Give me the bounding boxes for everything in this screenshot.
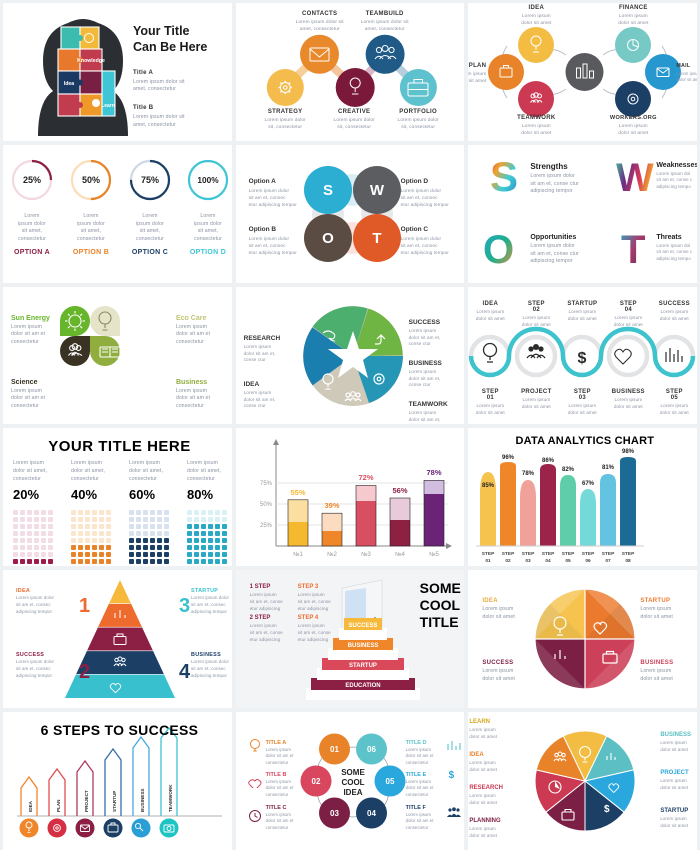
svg-text:96%: 96% bbox=[502, 455, 515, 461]
svg-text:25%: 25% bbox=[23, 175, 41, 185]
svg-text:02: 02 bbox=[506, 558, 512, 564]
svg-text:25%: 25% bbox=[260, 523, 273, 529]
svg-text:$: $ bbox=[578, 350, 587, 367]
svg-text:05: 05 bbox=[385, 777, 394, 786]
svg-text:50%: 50% bbox=[82, 175, 100, 185]
svg-text:08: 08 bbox=[626, 558, 632, 564]
svg-text:86%: 86% bbox=[542, 458, 555, 464]
svg-text:Knowledge: Knowledge bbox=[77, 58, 105, 64]
svg-text:STEP: STEP bbox=[502, 551, 515, 557]
svg-text:Learn: Learn bbox=[101, 103, 115, 109]
svg-text:STARTUP: STARTUP bbox=[349, 663, 377, 669]
svg-text:100%: 100% bbox=[197, 175, 219, 185]
svg-text:S: S bbox=[323, 182, 333, 199]
svg-text:03: 03 bbox=[526, 558, 532, 564]
svg-text:03: 03 bbox=[330, 809, 339, 818]
svg-text:75%: 75% bbox=[141, 175, 159, 185]
svg-text:STEP: STEP bbox=[482, 551, 495, 557]
svg-text:STEP: STEP bbox=[582, 551, 595, 557]
svg-text:STEP: STEP bbox=[602, 551, 615, 557]
svg-text:3: 3 bbox=[179, 595, 190, 617]
svg-text:SOME: SOME bbox=[341, 768, 365, 777]
svg-text:COOL: COOL bbox=[341, 778, 364, 787]
svg-text:55%: 55% bbox=[290, 488, 305, 497]
svg-text:72%: 72% bbox=[358, 473, 373, 482]
svg-text:PLAN: PLAN bbox=[56, 799, 61, 812]
svg-text:№1: №1 bbox=[293, 551, 303, 558]
svg-text:EDUCATION: EDUCATION bbox=[345, 683, 380, 689]
svg-text:82%: 82% bbox=[562, 467, 575, 473]
svg-text:85%: 85% bbox=[482, 483, 495, 489]
svg-text:06: 06 bbox=[586, 558, 592, 564]
svg-text:02: 02 bbox=[311, 777, 320, 786]
svg-text:O: O bbox=[322, 230, 334, 247]
svg-text:01: 01 bbox=[486, 558, 492, 564]
svg-text:O: O bbox=[483, 228, 514, 272]
svg-text:STEP: STEP bbox=[562, 551, 575, 557]
svg-text:98%: 98% bbox=[622, 449, 635, 455]
svg-text:STEP: STEP bbox=[622, 551, 635, 557]
svg-text:№5: №5 bbox=[429, 551, 439, 558]
svg-text:4: 4 bbox=[179, 661, 191, 683]
svg-text:78%: 78% bbox=[426, 468, 441, 477]
svg-text:W: W bbox=[616, 156, 654, 200]
svg-text:75%: 75% bbox=[260, 481, 273, 487]
svg-text:04: 04 bbox=[546, 558, 552, 564]
svg-text:TEAMWORK: TEAMWORK bbox=[168, 784, 173, 812]
svg-text:BUSINESS: BUSINESS bbox=[347, 643, 378, 649]
svg-text:T: T bbox=[621, 228, 645, 272]
svg-text:PROJECT: PROJECT bbox=[84, 790, 89, 812]
svg-text:67%: 67% bbox=[582, 481, 595, 487]
svg-text:IDEA: IDEA bbox=[343, 788, 362, 797]
svg-text:50%: 50% bbox=[260, 502, 273, 508]
svg-text:S: S bbox=[490, 153, 518, 200]
svg-text:STEP: STEP bbox=[542, 551, 555, 557]
svg-text:Idea: Idea bbox=[64, 81, 74, 87]
svg-text:78%: 78% bbox=[522, 471, 535, 477]
svg-text:56%: 56% bbox=[392, 486, 407, 495]
svg-text:IDEA: IDEA bbox=[28, 800, 33, 812]
svg-text:81%: 81% bbox=[602, 465, 615, 471]
svg-text:07: 07 bbox=[606, 558, 612, 564]
svg-text:$: $ bbox=[604, 804, 610, 815]
svg-text:№3: №3 bbox=[361, 551, 371, 558]
svg-text:1: 1 bbox=[79, 595, 90, 617]
svg-text:01: 01 bbox=[330, 745, 339, 754]
svg-text:BUSINESS: BUSINESS bbox=[140, 789, 145, 813]
svg-text:06: 06 bbox=[367, 745, 376, 754]
svg-text:STARTUP: STARTUP bbox=[112, 791, 117, 812]
svg-text:39%: 39% bbox=[324, 501, 339, 510]
svg-text:2: 2 bbox=[79, 661, 90, 683]
svg-text:T: T bbox=[372, 230, 381, 247]
svg-text:W: W bbox=[370, 182, 385, 199]
svg-text:№4: №4 bbox=[395, 551, 405, 558]
svg-text:04: 04 bbox=[367, 809, 376, 818]
svg-text:05: 05 bbox=[566, 558, 572, 564]
svg-text:№2: №2 bbox=[327, 551, 337, 558]
svg-text:SUCCESS: SUCCESS bbox=[348, 623, 377, 629]
svg-text:STEP: STEP bbox=[522, 551, 535, 557]
